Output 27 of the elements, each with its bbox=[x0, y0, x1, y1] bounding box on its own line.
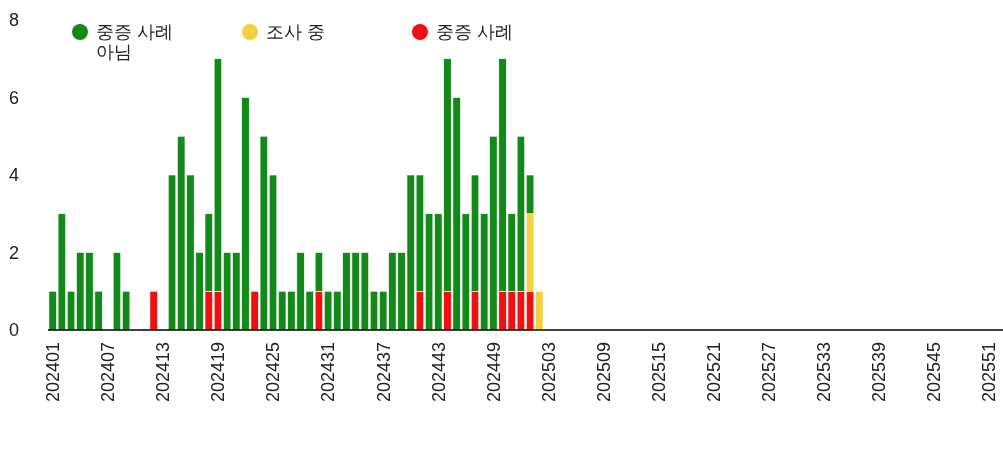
y-tick-label: 2 bbox=[8, 242, 20, 263]
y-tick-label: 4 bbox=[8, 165, 20, 186]
x-tick-label: 202443 bbox=[428, 342, 449, 403]
x-tick-label: 202401 bbox=[42, 342, 63, 403]
x-tick-label: 202503 bbox=[538, 342, 559, 403]
x-tick-label: 202545 bbox=[924, 342, 945, 403]
x-tick-label: 202515 bbox=[648, 342, 669, 403]
x-tick-label: 202437 bbox=[373, 342, 394, 403]
y-tick-label: 8 bbox=[8, 10, 20, 31]
y-tick-label: 6 bbox=[8, 87, 20, 108]
x-tick-label: 202407 bbox=[98, 342, 119, 403]
x-tick-label: 202509 bbox=[593, 342, 614, 403]
x-tick-label: 202449 bbox=[483, 342, 504, 403]
x-tick-label: 202413 bbox=[153, 342, 174, 403]
legend-label: 중증 사례 bbox=[436, 22, 514, 43]
legend-label: 조사 중 bbox=[266, 22, 326, 43]
bar bbox=[149, 290, 158, 331]
x-tick-label: 202425 bbox=[263, 342, 284, 403]
x-tick-label: 202431 bbox=[318, 342, 339, 403]
x-tick-label: 202419 bbox=[208, 342, 229, 403]
x-tick-label: 202539 bbox=[869, 342, 890, 403]
x-tick-label: 202527 bbox=[759, 342, 780, 403]
x-tick-label: 202551 bbox=[979, 342, 1000, 403]
legend-label: 중증 사례 아님 bbox=[96, 22, 174, 63]
x-tick-label: 202533 bbox=[814, 342, 835, 403]
x-tick-label: 202521 bbox=[704, 342, 725, 403]
y-tick-label: 0 bbox=[8, 320, 20, 341]
